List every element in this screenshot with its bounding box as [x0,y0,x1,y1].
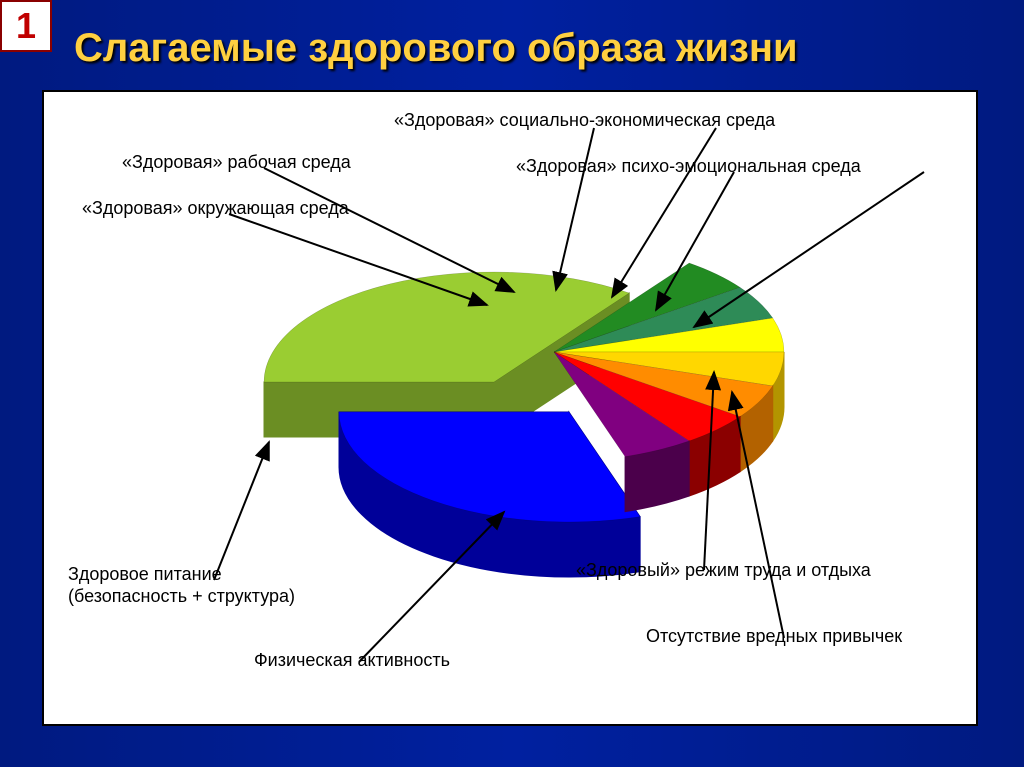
slice-label-activity: Физическая активность [254,650,554,672]
chart-panel: Здоровое питание(безопасность + структур… [42,90,978,726]
pie-slice-activity [339,412,640,577]
slide-number-badge: 1 [0,0,52,52]
slide: 1 Слагаемые здорового образа жизни Здоро… [0,0,1024,767]
callout-arrow [556,128,594,290]
slice-label-social_econ: «Здоровая» социально-экономическая среда [394,110,864,132]
slice-label-nutrition: Здоровое питание(безопасность + структур… [68,564,328,607]
callout-arrow [214,442,269,580]
slice-label-psycho: «Здоровая» психо-эмоциональная среда [516,156,936,178]
slide-number: 1 [16,5,36,46]
slice-label-no_bad_habits: Отсутствие вредных привычек [646,626,946,648]
slice-label-work_env: «Здоровая» рабочая среда [122,152,422,174]
slice-label-environment: «Здоровая» окружающая среда [82,198,382,220]
callout-arrow [264,168,514,292]
page-title: Слагаемые здорового образа жизни [74,26,798,71]
slice-label-rest: «Здоровый» режим труда и отдыха [576,560,876,582]
callout-arrow [694,172,924,327]
